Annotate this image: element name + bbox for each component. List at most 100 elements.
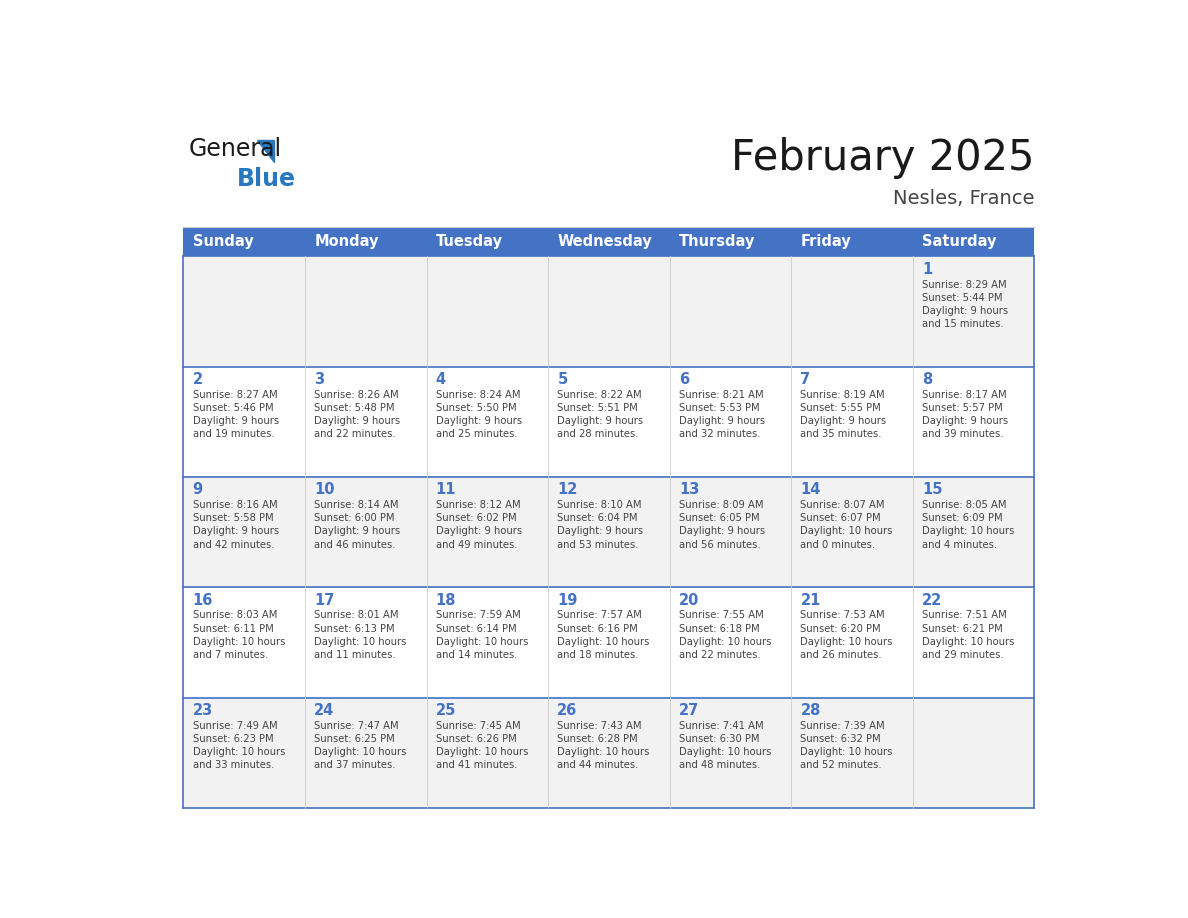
Text: Sunrise: 8:29 AM
Sunset: 5:44 PM
Daylight: 9 hours
and 15 minutes.: Sunrise: 8:29 AM Sunset: 5:44 PM Dayligh… (922, 280, 1009, 330)
Bar (912, 698, 1035, 808)
Bar (305, 366, 426, 477)
Text: 11: 11 (436, 482, 456, 498)
Text: 9: 9 (192, 482, 203, 498)
Text: Sunrise: 7:43 AM
Sunset: 6:28 PM
Daylight: 10 hours
and 44 minutes.: Sunrise: 7:43 AM Sunset: 6:28 PM Dayligh… (557, 721, 650, 770)
Bar (305, 588, 426, 698)
Text: Sunrise: 8:22 AM
Sunset: 5:51 PM
Daylight: 9 hours
and 28 minutes.: Sunrise: 8:22 AM Sunset: 5:51 PM Dayligh… (557, 390, 644, 440)
Text: General: General (189, 137, 282, 162)
Bar (426, 366, 548, 477)
Text: Sunrise: 8:16 AM
Sunset: 5:58 PM
Daylight: 9 hours
and 42 minutes.: Sunrise: 8:16 AM Sunset: 5:58 PM Dayligh… (192, 500, 279, 550)
Text: Tuesday: Tuesday (436, 234, 503, 250)
Polygon shape (257, 140, 273, 162)
Bar (912, 588, 1035, 698)
Text: 5: 5 (557, 372, 568, 387)
Text: Sunrise: 7:41 AM
Sunset: 6:30 PM
Daylight: 10 hours
and 48 minutes.: Sunrise: 7:41 AM Sunset: 6:30 PM Dayligh… (678, 721, 771, 770)
Text: 16: 16 (192, 593, 213, 608)
Text: Sunrise: 7:53 AM
Sunset: 6:20 PM
Daylight: 10 hours
and 26 minutes.: Sunrise: 7:53 AM Sunset: 6:20 PM Dayligh… (801, 610, 893, 660)
Text: Nesles, France: Nesles, France (893, 189, 1035, 207)
Text: 22: 22 (922, 593, 942, 608)
Bar (183, 227, 1035, 256)
Text: Wednesday: Wednesday (557, 234, 652, 250)
Bar (305, 477, 426, 588)
Bar (670, 256, 791, 366)
Text: Sunrise: 8:17 AM
Sunset: 5:57 PM
Daylight: 9 hours
and 39 minutes.: Sunrise: 8:17 AM Sunset: 5:57 PM Dayligh… (922, 390, 1009, 440)
Text: Monday: Monday (315, 234, 379, 250)
Text: Sunrise: 8:27 AM
Sunset: 5:46 PM
Daylight: 9 hours
and 19 minutes.: Sunrise: 8:27 AM Sunset: 5:46 PM Dayligh… (192, 390, 279, 440)
Text: 13: 13 (678, 482, 700, 498)
Bar (548, 588, 670, 698)
Bar (305, 698, 426, 808)
Text: 18: 18 (436, 593, 456, 608)
Text: Sunrise: 7:45 AM
Sunset: 6:26 PM
Daylight: 10 hours
and 41 minutes.: Sunrise: 7:45 AM Sunset: 6:26 PM Dayligh… (436, 721, 529, 770)
Text: Sunrise: 8:07 AM
Sunset: 6:07 PM
Daylight: 10 hours
and 0 minutes.: Sunrise: 8:07 AM Sunset: 6:07 PM Dayligh… (801, 500, 893, 550)
Text: Saturday: Saturday (922, 234, 997, 250)
Bar (183, 477, 305, 588)
Text: 17: 17 (315, 593, 335, 608)
Text: Sunrise: 8:01 AM
Sunset: 6:13 PM
Daylight: 10 hours
and 11 minutes.: Sunrise: 8:01 AM Sunset: 6:13 PM Dayligh… (315, 610, 406, 660)
Bar (183, 698, 305, 808)
Bar (791, 256, 912, 366)
Text: Sunrise: 7:39 AM
Sunset: 6:32 PM
Daylight: 10 hours
and 52 minutes.: Sunrise: 7:39 AM Sunset: 6:32 PM Dayligh… (801, 721, 893, 770)
Bar (426, 477, 548, 588)
Text: Sunrise: 8:24 AM
Sunset: 5:50 PM
Daylight: 9 hours
and 25 minutes.: Sunrise: 8:24 AM Sunset: 5:50 PM Dayligh… (436, 390, 522, 440)
Text: 27: 27 (678, 703, 700, 718)
Bar (426, 698, 548, 808)
Bar (305, 256, 426, 366)
Text: Sunrise: 8:19 AM
Sunset: 5:55 PM
Daylight: 9 hours
and 35 minutes.: Sunrise: 8:19 AM Sunset: 5:55 PM Dayligh… (801, 390, 886, 440)
Bar (670, 588, 791, 698)
Text: Sunrise: 7:51 AM
Sunset: 6:21 PM
Daylight: 10 hours
and 29 minutes.: Sunrise: 7:51 AM Sunset: 6:21 PM Dayligh… (922, 610, 1015, 660)
Text: 15: 15 (922, 482, 942, 498)
Bar (791, 698, 912, 808)
Text: 10: 10 (315, 482, 335, 498)
Text: Friday: Friday (801, 234, 852, 250)
Text: Sunrise: 7:49 AM
Sunset: 6:23 PM
Daylight: 10 hours
and 33 minutes.: Sunrise: 7:49 AM Sunset: 6:23 PM Dayligh… (192, 721, 285, 770)
Bar (548, 698, 670, 808)
Bar (912, 366, 1035, 477)
Text: Sunday: Sunday (192, 234, 253, 250)
Text: Sunrise: 8:10 AM
Sunset: 6:04 PM
Daylight: 9 hours
and 53 minutes.: Sunrise: 8:10 AM Sunset: 6:04 PM Dayligh… (557, 500, 644, 550)
Text: Sunrise: 8:14 AM
Sunset: 6:00 PM
Daylight: 9 hours
and 46 minutes.: Sunrise: 8:14 AM Sunset: 6:00 PM Dayligh… (315, 500, 400, 550)
Text: Sunrise: 8:12 AM
Sunset: 6:02 PM
Daylight: 9 hours
and 49 minutes.: Sunrise: 8:12 AM Sunset: 6:02 PM Dayligh… (436, 500, 522, 550)
Text: Sunrise: 8:03 AM
Sunset: 6:11 PM
Daylight: 10 hours
and 7 minutes.: Sunrise: 8:03 AM Sunset: 6:11 PM Dayligh… (192, 610, 285, 660)
Text: Sunrise: 7:55 AM
Sunset: 6:18 PM
Daylight: 10 hours
and 22 minutes.: Sunrise: 7:55 AM Sunset: 6:18 PM Dayligh… (678, 610, 771, 660)
Text: 21: 21 (801, 593, 821, 608)
Bar (912, 256, 1035, 366)
Text: 28: 28 (801, 703, 821, 718)
Text: 2: 2 (192, 372, 203, 387)
Text: 20: 20 (678, 593, 700, 608)
Text: 25: 25 (436, 703, 456, 718)
Text: 7: 7 (801, 372, 810, 387)
Bar (183, 366, 305, 477)
Text: 19: 19 (557, 593, 577, 608)
Text: 14: 14 (801, 482, 821, 498)
Text: 8: 8 (922, 372, 933, 387)
Text: Sunrise: 7:59 AM
Sunset: 6:14 PM
Daylight: 10 hours
and 14 minutes.: Sunrise: 7:59 AM Sunset: 6:14 PM Dayligh… (436, 610, 529, 660)
Bar (791, 477, 912, 588)
Text: Sunrise: 8:05 AM
Sunset: 6:09 PM
Daylight: 10 hours
and 4 minutes.: Sunrise: 8:05 AM Sunset: 6:09 PM Dayligh… (922, 500, 1015, 550)
Bar (670, 366, 791, 477)
Bar (791, 366, 912, 477)
Text: Blue: Blue (236, 167, 296, 191)
Text: 4: 4 (436, 372, 446, 387)
Text: 26: 26 (557, 703, 577, 718)
Text: 23: 23 (192, 703, 213, 718)
Bar (670, 698, 791, 808)
Bar (548, 366, 670, 477)
Text: Thursday: Thursday (678, 234, 756, 250)
Text: Sunrise: 8:09 AM
Sunset: 6:05 PM
Daylight: 9 hours
and 56 minutes.: Sunrise: 8:09 AM Sunset: 6:05 PM Dayligh… (678, 500, 765, 550)
Text: Sunrise: 7:47 AM
Sunset: 6:25 PM
Daylight: 10 hours
and 37 minutes.: Sunrise: 7:47 AM Sunset: 6:25 PM Dayligh… (315, 721, 406, 770)
Bar (670, 477, 791, 588)
Text: 6: 6 (678, 372, 689, 387)
Bar (912, 477, 1035, 588)
Bar (791, 588, 912, 698)
Text: 3: 3 (315, 372, 324, 387)
Text: Sunrise: 8:26 AM
Sunset: 5:48 PM
Daylight: 9 hours
and 22 minutes.: Sunrise: 8:26 AM Sunset: 5:48 PM Dayligh… (315, 390, 400, 440)
Bar (183, 256, 305, 366)
Text: 1: 1 (922, 262, 933, 277)
Text: February 2025: February 2025 (731, 137, 1035, 179)
Text: Sunrise: 7:57 AM
Sunset: 6:16 PM
Daylight: 10 hours
and 18 minutes.: Sunrise: 7:57 AM Sunset: 6:16 PM Dayligh… (557, 610, 650, 660)
Text: 12: 12 (557, 482, 577, 498)
Text: Sunrise: 8:21 AM
Sunset: 5:53 PM
Daylight: 9 hours
and 32 minutes.: Sunrise: 8:21 AM Sunset: 5:53 PM Dayligh… (678, 390, 765, 440)
Text: 24: 24 (315, 703, 335, 718)
Bar (183, 588, 305, 698)
